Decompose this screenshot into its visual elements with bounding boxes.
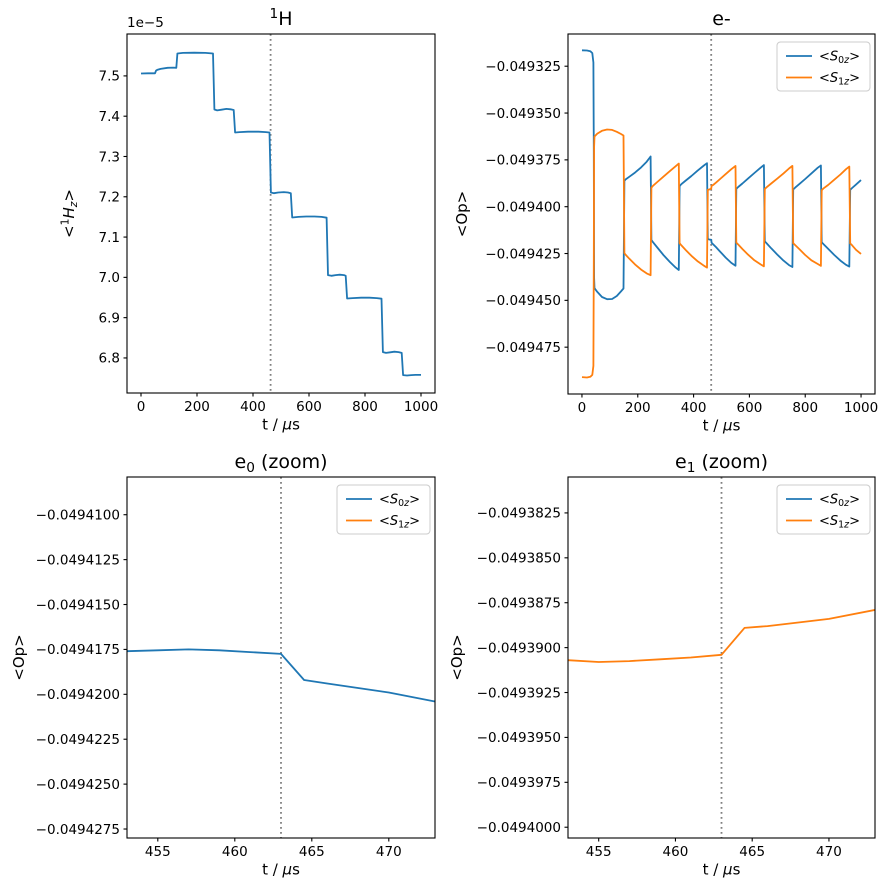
y-tick-label: −0.0494275 — [36, 822, 120, 838]
legend-label: <S1z> — [819, 71, 860, 88]
x-axis-label: t / μs — [703, 861, 741, 879]
x-tick-label: 470 — [816, 844, 842, 860]
axes-spines — [126, 33, 436, 394]
y-tick-label: −0.0494175 — [36, 642, 120, 658]
y-tick-label: −0.049425 — [485, 246, 561, 262]
y-tick-label: 6.8 — [99, 351, 120, 367]
y-tick-label: −0.0493875 — [477, 596, 561, 612]
y-tick-label: −0.049375 — [485, 153, 561, 169]
y-tick-label: −0.049400 — [485, 199, 561, 215]
y-tick-label: −0.049450 — [485, 293, 561, 309]
subplot-title: e1 (zoom) — [675, 451, 768, 476]
x-axis-label: t / μs — [262, 416, 300, 434]
x-tick-label: 1000 — [844, 400, 878, 416]
y-tick-label: −0.049325 — [485, 59, 561, 75]
y-axis-label: <1Hz> — [59, 189, 80, 238]
y-axis-label: <Op> — [453, 191, 471, 237]
y-tick-label: 7.5 — [99, 69, 120, 85]
x-tick-label: 600 — [296, 399, 322, 415]
subplot-e0-zoom: 455 460 465 470 −0.0494100 −0.0494125 −0.04941… — [10, 118, 436, 879]
legend-label: <S1z> — [379, 514, 420, 531]
series-line-S1z — [581, 128, 862, 379]
y-tick-label: −0.0493900 — [477, 640, 561, 656]
x-axis-label: t / μs — [262, 861, 300, 879]
x-tick-label: 470 — [376, 844, 402, 860]
y-tick-label: −0.0494250 — [36, 777, 120, 793]
x-tick-label: 1000 — [404, 399, 438, 415]
series-line-S0z — [581, 49, 862, 301]
legend-box — [776, 41, 871, 92]
legend-label: <S0z> — [819, 493, 860, 510]
y-tick-label: −0.0494200 — [36, 687, 120, 703]
y-tick-label: 7.4 — [99, 109, 120, 125]
x-tick-label: 200 — [625, 400, 651, 416]
y-axis-label: <Op> — [448, 634, 466, 680]
y-tick-label: −0.0493950 — [477, 730, 561, 746]
subplot-title: e0 (zoom) — [234, 451, 327, 476]
series-line-1Hz — [140, 51, 421, 377]
y-tick-label: −0.0493825 — [477, 506, 561, 522]
y-axis-offset-text: 1e−5 — [127, 15, 164, 31]
legend-label: <S0z> — [819, 50, 860, 67]
subplot-e1-zoom: 455 460 465 470 −0.0493825 −0.0493850 −0.04938… — [448, 451, 876, 879]
x-tick-label: 465 — [299, 844, 325, 860]
x-tick-label: 0 — [137, 399, 146, 415]
subplot-proton: 0 200 400 600 800 1000 6.8 6.9 7.0 7.1 7.2 7.3 7.4 7.… — [59, 6, 439, 433]
y-tick-label: 7.1 — [99, 230, 120, 246]
legend-label: <S0z> — [379, 493, 420, 510]
legend-box — [336, 484, 431, 535]
legend-label: <S1z> — [819, 514, 860, 531]
x-tick-label: 460 — [663, 844, 689, 860]
legend-box — [776, 484, 871, 535]
y-tick-label: −0.0494100 — [36, 508, 120, 524]
y-tick-label: 7.3 — [99, 149, 120, 165]
y-tick-label: −0.0494000 — [477, 820, 561, 836]
x-tick-label: 200 — [184, 399, 210, 415]
x-tick-label: 455 — [145, 844, 171, 860]
x-tick-label: 800 — [792, 400, 818, 416]
y-tick-label: 6.9 — [99, 310, 120, 326]
legend: <S0z> <S1z> — [336, 484, 431, 535]
y-axis-label: <Op> — [10, 634, 28, 680]
axes-spines — [567, 476, 876, 839]
y-tick-label: −0.0493925 — [477, 685, 561, 701]
x-tick-label: 465 — [739, 844, 765, 860]
x-tick-label: 800 — [352, 399, 378, 415]
x-tick-label: 600 — [737, 400, 763, 416]
series-line-S1z — [568, 609, 875, 663]
y-tick-label: −0.049475 — [485, 340, 561, 356]
y-tick-label: −0.0494125 — [36, 552, 120, 568]
x-tick-label: 400 — [681, 400, 707, 416]
x-tick-label: 460 — [222, 844, 248, 860]
subplot-electron: 0 200 400 600 800 1000 −0.049325 −0.049350 −0.04… — [453, 8, 878, 435]
y-tick-label: 7.0 — [99, 270, 120, 286]
y-tick-label: −0.0494150 — [36, 597, 120, 613]
legend: <S0z> <S1z> — [776, 484, 871, 535]
x-tick-label: 0 — [578, 400, 587, 416]
x-tick-label: 455 — [586, 844, 612, 860]
x-tick-label: 400 — [240, 399, 266, 415]
y-tick-label: −0.0493850 — [477, 551, 561, 567]
y-tick-label: −0.049350 — [485, 106, 561, 122]
x-axis-label: t / μs — [703, 417, 741, 435]
legend: <S0z> <S1z> — [776, 41, 871, 92]
subplot-title: e- — [712, 8, 731, 30]
y-tick-label: 7.2 — [99, 190, 120, 206]
axes-spines — [126, 476, 436, 839]
series-line-S1z — [127, 118, 435, 170]
subplot-title: 1H — [269, 6, 292, 30]
axes-spines — [567, 33, 876, 395]
y-tick-label: −0.0493975 — [477, 775, 561, 791]
y-tick-label: −0.0494225 — [36, 732, 120, 748]
series-line-S0z — [127, 648, 435, 703]
